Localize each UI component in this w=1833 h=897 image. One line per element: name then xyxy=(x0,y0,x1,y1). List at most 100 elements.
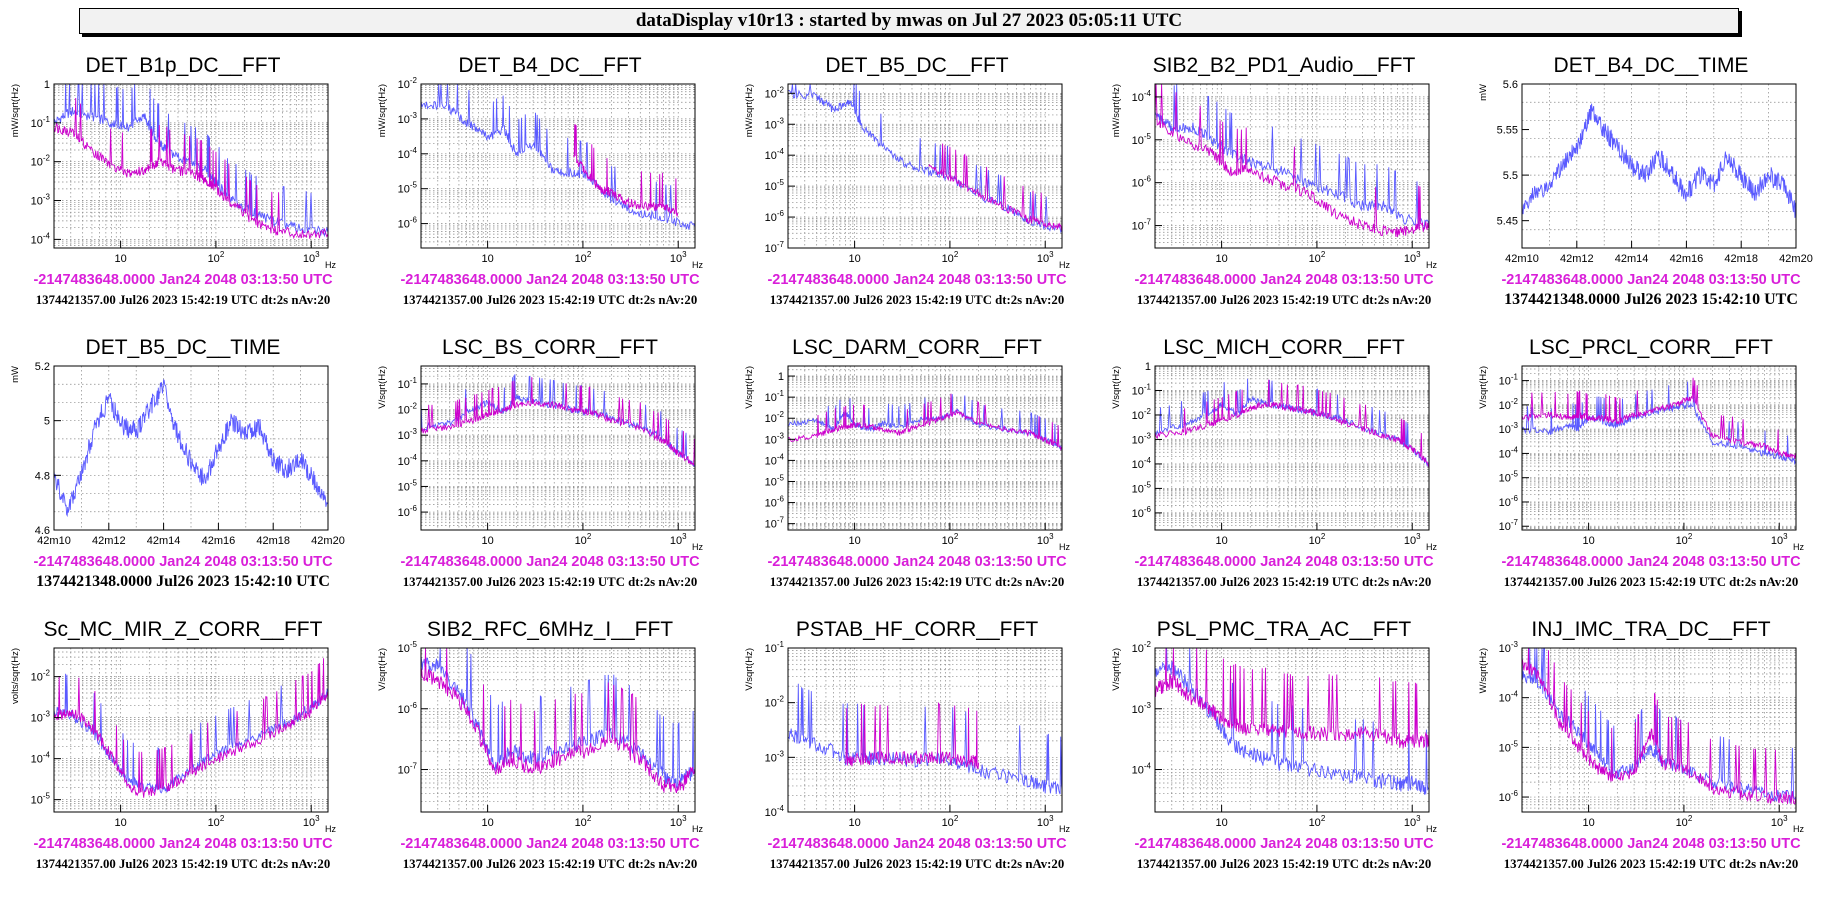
plot-title: LSC_PRCL_CORR__FFT xyxy=(1529,336,1773,359)
y-tick-label: 10-3 xyxy=(765,431,785,446)
plot-panel: LSC_BS_CORR__FFT -2147483648.0000 Jan24 2… xyxy=(367,328,733,615)
y-tick-label: 10-5 xyxy=(398,640,418,655)
x-tick-label: 102 xyxy=(942,532,959,547)
gps-stamp-current: 1374421348.0000 Jul26 2023 15:42:10 UTC xyxy=(36,573,330,590)
x-tick-label: 103 xyxy=(303,814,320,829)
x-tick-label: 42m20 xyxy=(1779,253,1813,265)
x-axis-label: Hz xyxy=(1793,824,1804,834)
y-axis-label: V/sqrt(Hz) xyxy=(377,648,388,691)
x-tick-label: 102 xyxy=(1676,532,1693,547)
plot-frame xyxy=(53,83,329,249)
plot-area: 10 102 103 Hz 10-6 10-5 10-4 10-3 W/sqrt(Hz) xyxy=(1478,640,1804,834)
plot-area: 10 102 103 Hz 10-4 10-3 10-2 10-1 1 mW/sqrt(Hz) xyxy=(10,79,336,270)
plot-frame xyxy=(53,365,329,531)
plot-frame xyxy=(420,647,696,813)
x-tick-label: 42m14 xyxy=(147,535,181,547)
gps-stamp-current: 1374421357.00 Jul26 2023 15:42:19 UTC dt… xyxy=(402,293,698,307)
x-axis-label: Hz xyxy=(692,260,703,270)
y-axis-label: mW/sqrt(Hz) xyxy=(1111,84,1122,137)
gps-stamp-current: 1374421348.0000 Jul26 2023 15:42:10 UTC xyxy=(1504,291,1798,308)
series-line xyxy=(1154,647,1430,749)
y-tick-label: 10-1 xyxy=(765,640,785,655)
y-tick-label: 5.2 xyxy=(35,361,50,373)
series-line xyxy=(420,83,696,230)
y-tick-label: 10-3 xyxy=(398,427,418,442)
x-tick-label: 103 xyxy=(1404,814,1421,829)
gps-stamp-current: 1374421357.00 Jul26 2023 15:42:19 UTC dt… xyxy=(769,293,1065,307)
y-tick-label: 10-3 xyxy=(1499,640,1519,655)
y-tick-label: 10-5 xyxy=(1132,480,1152,495)
plot-frame xyxy=(420,83,696,249)
x-tick-label: 10 xyxy=(848,535,860,547)
x-tick-label: 42m10 xyxy=(1505,253,1539,265)
x-tick-label: 10 xyxy=(1215,253,1227,265)
plot-title: DET_B1p_DC__FFT xyxy=(85,54,281,77)
gps-stamp-current: 1374421357.00 Jul26 2023 15:42:19 UTC dt… xyxy=(769,857,1065,871)
series-line xyxy=(787,393,1062,451)
y-tick-label: 10-5 xyxy=(1132,132,1152,147)
y-tick-label: 5 xyxy=(44,416,50,428)
series-line xyxy=(53,83,329,238)
series-line xyxy=(844,701,980,769)
x-tick-label: 10 xyxy=(1582,535,1594,547)
y-tick-label: 10-3 xyxy=(1132,701,1152,716)
y-tick-label: 10-2 xyxy=(765,695,785,710)
x-tick-label: 102 xyxy=(575,250,592,265)
series-line xyxy=(53,658,329,798)
plot-panel: SIB2_B2_PD1_Audio__FFT -2147483648.0000 J… xyxy=(1101,46,1467,333)
y-tick-label: 10-1 xyxy=(1132,382,1152,397)
x-tick-label: 42m14 xyxy=(1615,253,1649,265)
x-tick-label: 10 xyxy=(481,253,493,265)
series-line xyxy=(928,143,1063,231)
x-tick-label: 102 xyxy=(1309,250,1326,265)
y-axis-label: mW xyxy=(10,366,21,383)
y-tick-label: 10-4 xyxy=(31,231,51,246)
x-tick-label: 103 xyxy=(1771,532,1788,547)
x-tick-label: 42m16 xyxy=(202,535,236,547)
x-axis-label: Hz xyxy=(1426,824,1437,834)
x-axis-label: Hz xyxy=(1059,824,1070,834)
plot-panel: SIB2_RFC_6MHz_I__FFT -2147483648.0000 Jan… xyxy=(367,610,733,897)
y-tick-label: 10-6 xyxy=(398,216,418,231)
series-line xyxy=(1154,84,1430,230)
y-tick-label: 10-1 xyxy=(765,389,785,404)
x-tick-label: 103 xyxy=(303,250,320,265)
y-tick-label: 10-7 xyxy=(765,240,785,255)
series-line xyxy=(53,379,329,518)
series-line xyxy=(787,683,1063,795)
y-tick-label: 10-4 xyxy=(765,147,785,162)
y-tick-label: 10-4 xyxy=(1132,89,1152,104)
plot-frame xyxy=(1154,365,1430,531)
plot-panel: DET_B4_DC__TIME -2147483648.0000 Jan24 20… xyxy=(1468,46,1833,333)
x-tick-label: 103 xyxy=(1771,814,1788,829)
plot-frame xyxy=(787,647,1063,813)
gps-stamp-current: 1374421357.00 Jul26 2023 15:42:19 UTC dt… xyxy=(1136,575,1432,589)
series-line xyxy=(1521,381,1797,466)
grid xyxy=(1154,83,1429,249)
y-tick-label: 10-3 xyxy=(1132,431,1152,446)
y-tick-label: 10-2 xyxy=(31,669,51,684)
y-tick-label: 10-2 xyxy=(1132,407,1152,422)
gps-stamp-reference: -2147483648.0000 Jan24 2048 03:13:50 UTC xyxy=(767,554,1067,570)
series-line xyxy=(420,374,696,468)
y-axis-label: mW xyxy=(1478,84,1489,101)
y-tick-label: 10-5 xyxy=(31,792,51,807)
gps-stamp-reference: -2147483648.0000 Jan24 2048 03:13:50 UTC xyxy=(1501,272,1801,288)
x-tick-label: 102 xyxy=(208,250,225,265)
grid xyxy=(787,83,1062,249)
plot-title: DET_B4_DC__TIME xyxy=(1553,54,1749,77)
plot-frame xyxy=(420,365,696,531)
x-tick-label: 42m18 xyxy=(1724,253,1758,265)
plot-frame xyxy=(1521,365,1797,531)
y-tick-label: 4.6 xyxy=(35,525,50,537)
y-tick-label: 10-5 xyxy=(398,478,418,493)
plot-area: 10 102 103 Hz 10-7 10-6 10-5 10-4 10-3 10-2 mW/sqr… xyxy=(744,83,1070,270)
y-tick-label: 10-2 xyxy=(1499,397,1519,412)
plot-frame xyxy=(787,83,1063,249)
y-tick-label: 10-6 xyxy=(1499,494,1519,509)
plot-area: 10 102 103 Hz 10-7 10-6 10-5 V/sqrt(Hz) xyxy=(377,640,703,834)
plot-title: SIB2_RFC_6MHz_I__FFT xyxy=(426,618,674,641)
x-tick-label: 10 xyxy=(848,817,860,829)
series-line xyxy=(1521,103,1797,218)
grid xyxy=(1154,365,1429,531)
